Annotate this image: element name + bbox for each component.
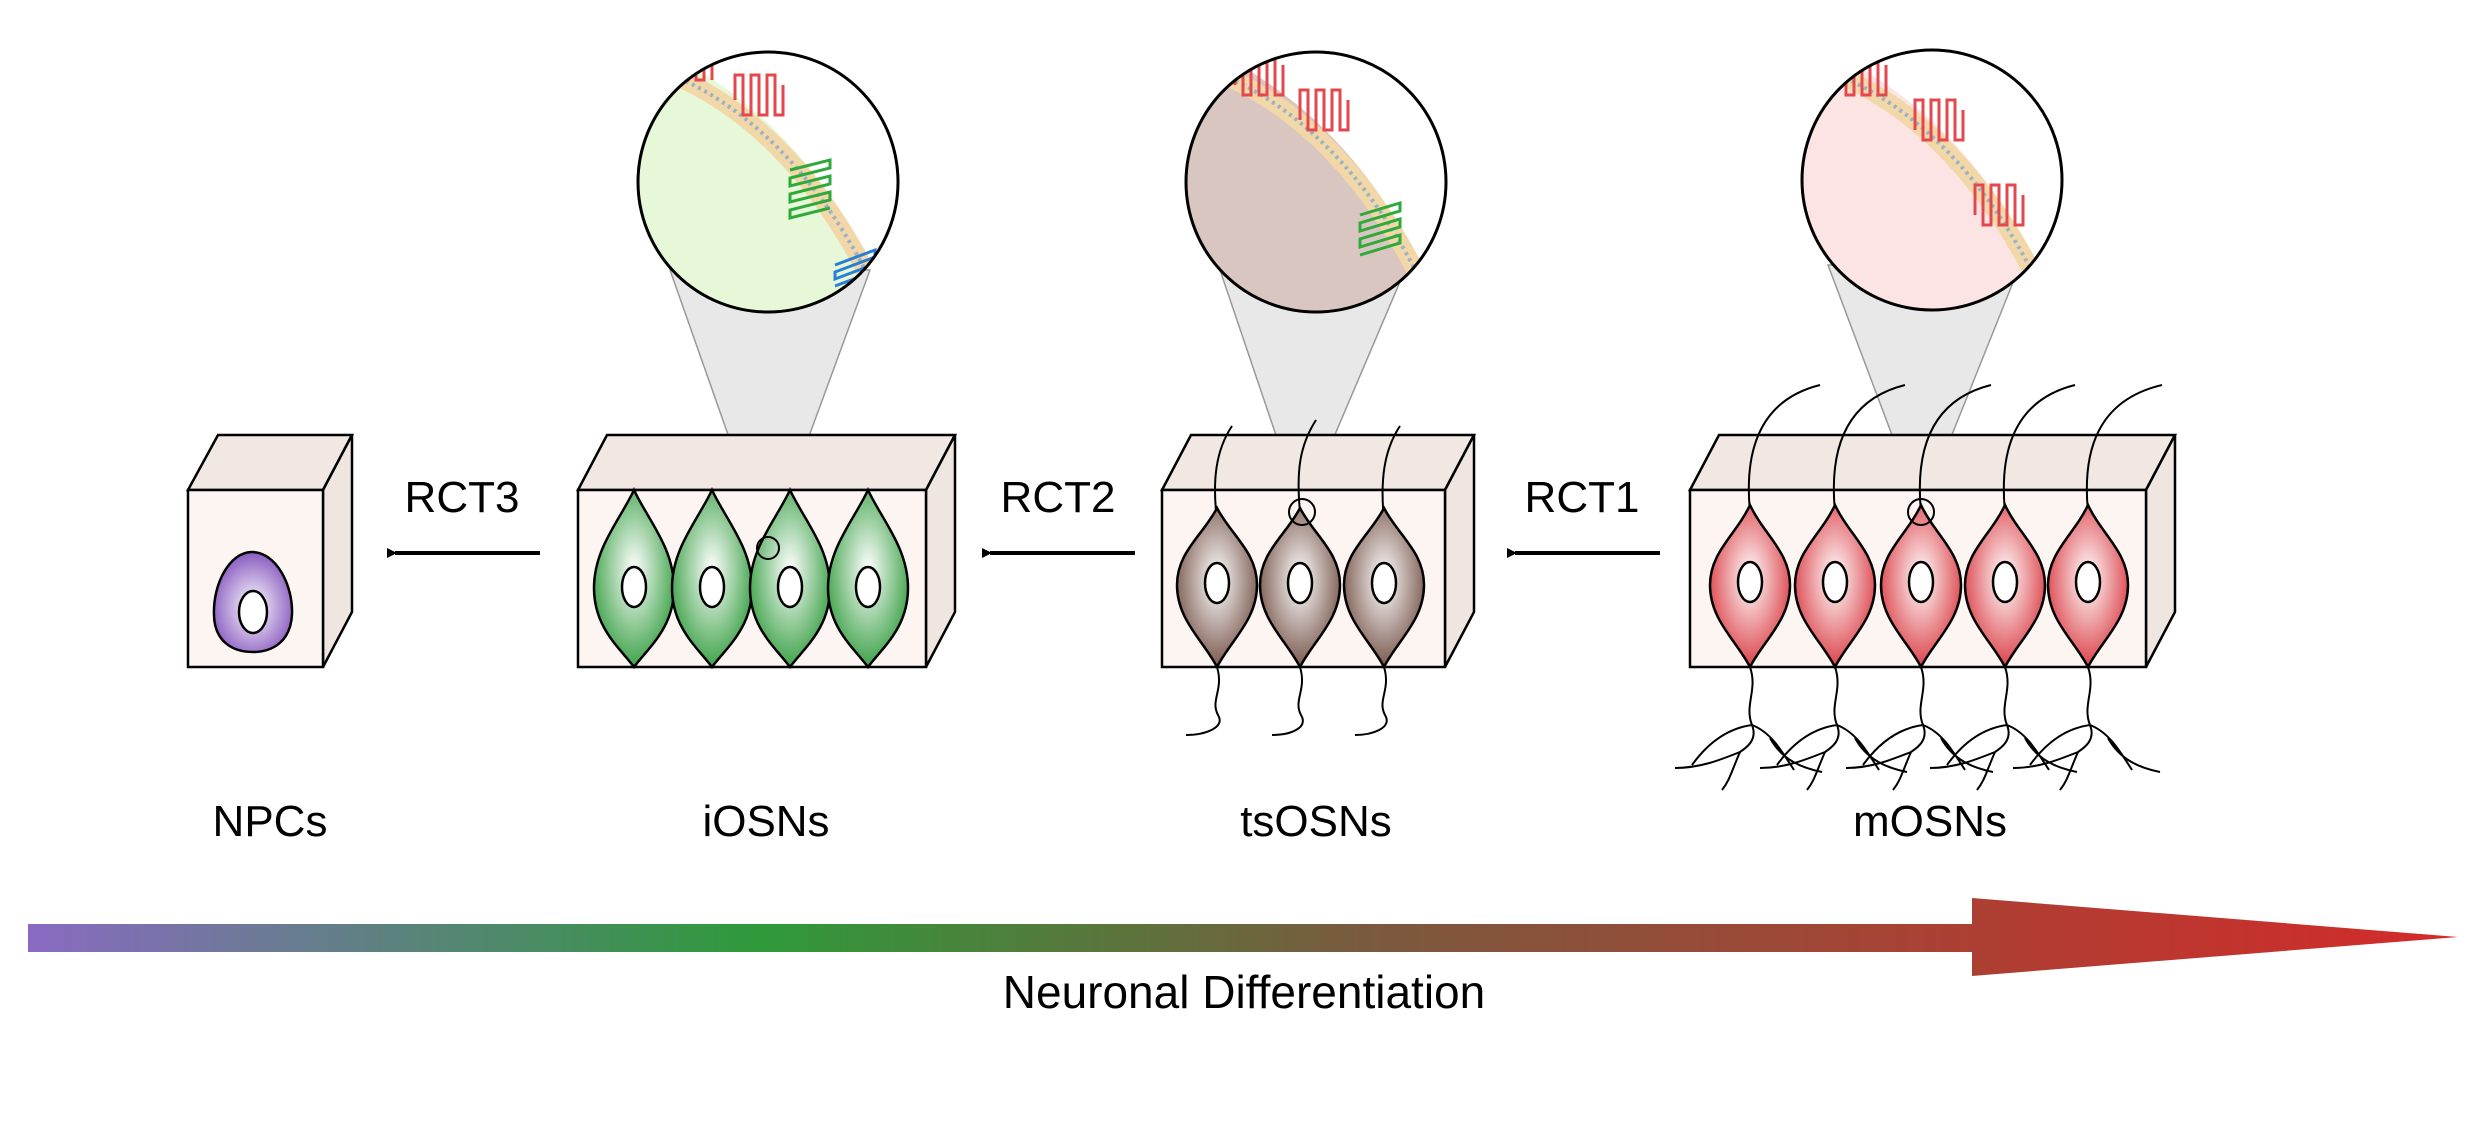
tsosns-box — [1159, 419, 1477, 736]
stage-label-mosns: mOSNs — [1853, 797, 2007, 846]
transition-label: RCT3 — [405, 473, 520, 522]
iosn-cells — [592, 487, 910, 670]
receptor-green — [788, 158, 832, 220]
stage-label-iosns: iOSNs — [702, 797, 829, 846]
mosn-dendrites — [1747, 384, 2163, 513]
transition-label: RCT2 — [1001, 473, 1116, 522]
zoom-origin — [756, 536, 780, 560]
differentiation-axis-arrow — [28, 898, 2458, 976]
iosns-box — [575, 433, 958, 670]
mosns-box — [1674, 384, 2178, 791]
zoom-origin — [1288, 498, 1316, 526]
npcs-box — [185, 433, 355, 669]
axis-label: Neuronal Differentiation — [1003, 966, 1485, 1018]
stage-label-tsosns: tsOSNs — [1240, 797, 1392, 846]
transition-label: RCT1 — [1525, 473, 1640, 522]
tsosn-cells — [1175, 505, 1426, 670]
zoom-inset-tsosns — [1184, 50, 1448, 314]
transition-rct1: RCT1 — [1507, 473, 1660, 558]
mosn-axons — [1674, 666, 2161, 791]
zoom-origin — [1907, 498, 1935, 526]
npc-cell — [212, 550, 294, 654]
transition-rct2: RCT2 — [982, 473, 1135, 558]
tsosn-axons — [1185, 666, 1388, 736]
zoom-inset-iosns — [636, 50, 900, 314]
receptor-red — [670, 52, 785, 117]
receptor-green — [1358, 200, 1402, 257]
stage-label-npcs: NPCs — [213, 797, 328, 846]
zoom-inset-mosns — [1800, 48, 2064, 312]
transition-rct3: RCT3 — [387, 473, 540, 558]
